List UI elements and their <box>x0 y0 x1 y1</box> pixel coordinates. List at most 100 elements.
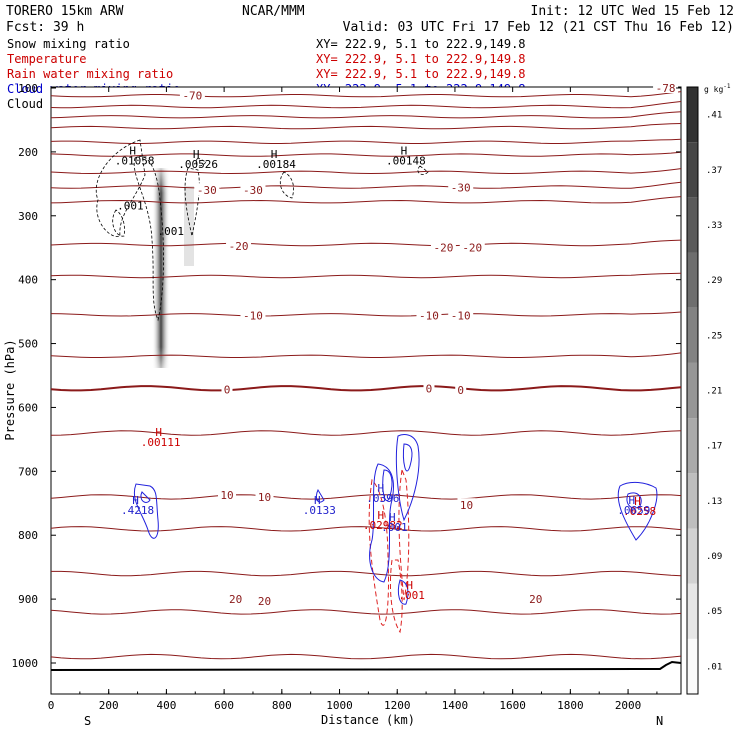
colorbar-tick-label: .21 <box>706 387 722 397</box>
isotherm-label: 0 <box>457 384 464 397</box>
colorbar-segment <box>687 197 698 253</box>
cloud-water-contour <box>315 488 325 503</box>
isotherm-label-bg <box>240 183 266 196</box>
isotherm-line <box>50 239 682 247</box>
isotherm-label-bg <box>226 238 252 251</box>
isotherm-line <box>51 570 682 577</box>
y-tick-label: 400 <box>18 274 38 287</box>
isotherm-line <box>50 123 682 130</box>
x-tick-label: 400 <box>156 699 176 712</box>
north-end-label: N <box>656 714 663 728</box>
colorbar-segment <box>687 528 698 584</box>
colorbar-tick-label: .13 <box>706 497 722 507</box>
colorbar-segment <box>687 418 698 474</box>
colorbar-tick-label: .25 <box>706 331 722 341</box>
isotherm-label: 0 <box>224 384 231 397</box>
isotherm-label-bg <box>448 180 474 193</box>
cloud-water-contour <box>617 481 658 541</box>
snow-shade-secondary <box>184 186 194 266</box>
colorbar-tick-label: .17 <box>706 442 722 452</box>
y-tick-label: 800 <box>18 529 38 542</box>
cloud-water-max-label-h: H <box>132 494 139 507</box>
x-tick-label: 2000 <box>615 699 642 712</box>
x-tick-label: 600 <box>214 699 234 712</box>
colorbar-frame <box>686 86 699 695</box>
isotherm-line <box>50 91 682 98</box>
snow-contour <box>195 157 207 167</box>
field-label: Temperature <box>7 52 86 66</box>
cloud-water-contour <box>395 434 420 522</box>
axes: 0 200 400 600 800 1000 1200 1400 1600 1800 2000100… <box>12 82 682 712</box>
init-time: Init: 12 UTC Wed 15 Feb 12 <box>531 4 735 19</box>
cloud-water-contour <box>369 463 394 583</box>
colorbar-segment <box>687 87 698 143</box>
snow-contour <box>133 156 164 322</box>
snow-max-label: .01058 <box>115 155 155 168</box>
surface-line <box>50 660 682 671</box>
cloud-water-max-label: .0396 <box>366 492 399 505</box>
colorbar-segment <box>687 142 698 198</box>
isotherm-label-bg <box>653 81 679 93</box>
isotherm-label-bg <box>194 183 220 196</box>
snow-shading <box>152 168 194 368</box>
isotherm-line <box>50 352 682 358</box>
field-label: Rain water mixing ratio <box>7 67 173 81</box>
x-tick-label: 1000 <box>326 699 353 712</box>
isotherm-label: -30 <box>451 182 471 195</box>
cloud-water-contour <box>626 492 642 509</box>
isotherm-line <box>50 272 682 279</box>
snow-max-label-h: H <box>129 145 136 158</box>
rain-contour <box>368 478 390 626</box>
y-axis-title: Pressure (hPa) <box>3 339 17 440</box>
isotherm-label-bg <box>226 592 245 605</box>
cloud-water-max-label-h: H <box>314 494 321 507</box>
y-tick-label: 600 <box>18 401 38 414</box>
rain-max-label-h: H <box>406 579 413 592</box>
cloud-water-contour <box>403 443 413 472</box>
isotherm-line <box>50 196 682 204</box>
isotherm-label: 20 <box>529 593 542 606</box>
colorbar-segment <box>687 362 698 419</box>
snow-contours <box>96 139 429 322</box>
isotherm-line <box>50 111 682 119</box>
isotherm-line <box>50 311 682 317</box>
isotherm-label-bg <box>179 88 205 101</box>
isotherm-line <box>50 609 682 615</box>
isotherm-line <box>50 138 682 144</box>
cloud-water-contour <box>382 469 393 502</box>
isotherm-line <box>50 168 682 175</box>
org-title: NCAR/MMM <box>242 4 305 19</box>
isotherm-label-bg <box>459 240 485 253</box>
isotherm-label-bg <box>218 487 237 500</box>
rain-max-label-h: H <box>155 426 162 439</box>
x-tick-label: 1600 <box>499 699 526 712</box>
isotherm-label: -20 <box>433 242 453 255</box>
y-tick-label: 500 <box>18 338 38 351</box>
field-label: Snow mixing ratio <box>7 37 130 51</box>
colorbar-segment <box>687 252 698 308</box>
isotherm-label-bg <box>255 489 274 502</box>
isotherm-line <box>50 653 682 660</box>
isotherm-label: -70 <box>182 90 202 103</box>
colorbar-tick-label: .09 <box>706 552 722 562</box>
cloud-water-max-label-h: H <box>377 482 384 495</box>
rain-max-label: .001 <box>398 589 425 602</box>
snow-contour <box>112 209 125 237</box>
rain-max-label-h: H <box>377 509 384 522</box>
isotherm-line <box>50 151 682 157</box>
isotherm-line <box>50 430 682 436</box>
cloud-water-max-label: .4218 <box>121 504 154 517</box>
forecast-hour: Fcst: 39 h <box>6 20 84 35</box>
isotherm-label: -30 <box>243 184 263 197</box>
colorbar-tick-label: .01 <box>706 662 722 672</box>
y-tick-label: 700 <box>18 465 38 478</box>
cloud-water-contours <box>134 434 658 605</box>
isotherm-label: 0 <box>426 382 433 395</box>
x-tick-label: 1400 <box>442 699 469 712</box>
colorbar-tick-label: .33 <box>706 221 722 231</box>
snow-max-label: .00184 <box>256 158 296 171</box>
isotherm-label: -10 <box>243 309 263 322</box>
x-axis-title: Distance (km) <box>321 713 415 727</box>
isotherm-label-bg <box>240 308 266 321</box>
